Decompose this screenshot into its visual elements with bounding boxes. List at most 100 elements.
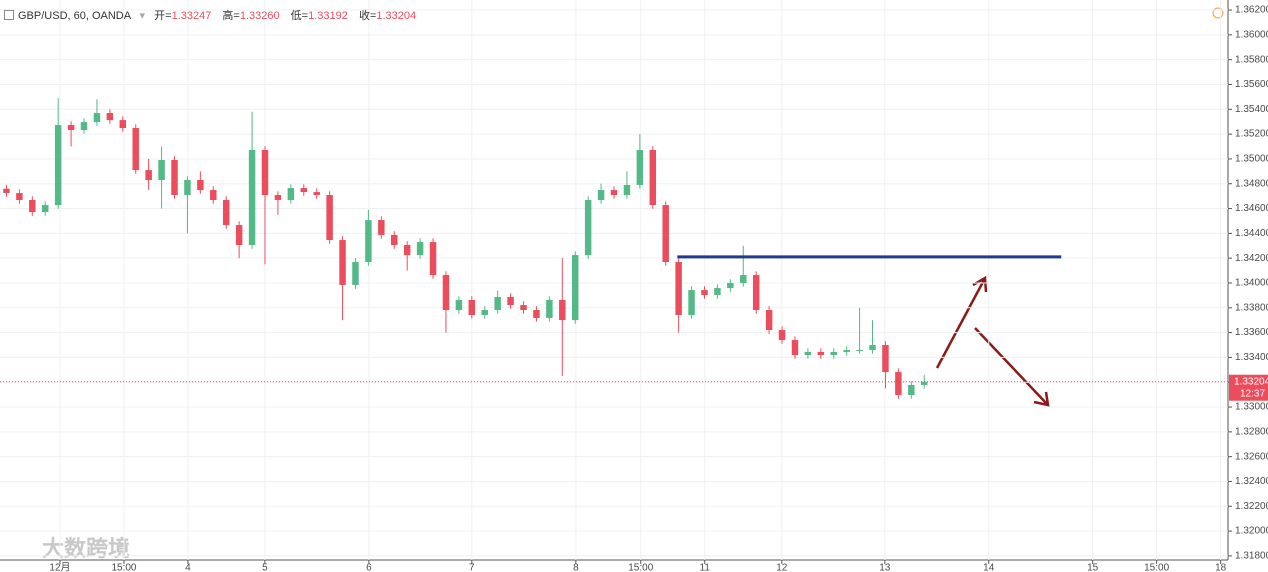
y-tick-label: 1.35800 — [1235, 54, 1268, 65]
arrow-up — [935, 279, 986, 369]
candle-body — [132, 128, 139, 171]
candle-body — [145, 170, 152, 181]
candle-body — [339, 240, 346, 285]
candle-body — [830, 351, 837, 356]
y-tick-label: 1.35000 — [1235, 154, 1268, 165]
candle-body — [688, 290, 695, 315]
watermark: 大数跨境 — [42, 536, 130, 561]
candle-body — [662, 205, 669, 263]
y-tick-label: 1.35600 — [1235, 79, 1268, 90]
candle-body — [636, 149, 644, 185]
candle-body — [3, 188, 10, 194]
ohlc-label: 高= — [222, 10, 240, 22]
candle-body — [210, 190, 217, 200]
y-tick-label: 1.32600 — [1235, 451, 1268, 462]
candle-body — [29, 199, 36, 213]
candle-body — [391, 234, 398, 246]
symbol: GBP/USD, 60, OANDA — [18, 10, 131, 22]
candle-body — [895, 372, 902, 396]
y-tick-label: 1.32000 — [1235, 526, 1268, 537]
candle-body — [571, 255, 579, 321]
ohlc-value: 1.33260 — [239, 10, 280, 22]
candle-body — [610, 190, 618, 196]
collapse-icon[interactable] — [4, 10, 14, 20]
candle-body — [882, 345, 889, 373]
plot — [0, 0, 1228, 560]
y-tick-label: 1.32400 — [1235, 476, 1268, 487]
candle-body — [520, 305, 527, 311]
candle-body — [817, 351, 825, 356]
ohlc-value: 1.33204 — [376, 10, 417, 22]
y-tick-label: 1.32200 — [1235, 501, 1268, 512]
candle-body — [184, 180, 191, 196]
y-tick-label: 1.33600 — [1235, 327, 1268, 338]
candle-body — [727, 282, 734, 289]
candle-body — [403, 245, 411, 256]
candle-body — [197, 180, 204, 191]
candle-body — [313, 192, 320, 196]
candle-body — [481, 310, 488, 315]
x-tick-label: 6 — [366, 563, 372, 572]
arrow-down — [974, 327, 1048, 405]
candle-body — [248, 149, 256, 246]
candle-body — [119, 120, 127, 129]
candle-body — [352, 262, 359, 285]
candle-body — [701, 290, 708, 296]
y-tick-label: 1.34600 — [1235, 203, 1268, 214]
x-tick-label: 12 — [776, 563, 788, 572]
candle-body — [171, 160, 178, 196]
candle-body — [843, 349, 850, 352]
candle-body — [80, 122, 88, 131]
y-tick-label: 1.33000 — [1235, 402, 1268, 413]
candle-body — [274, 195, 282, 200]
candle-body — [429, 242, 437, 276]
candle-body — [67, 125, 75, 131]
candle-body — [869, 345, 876, 350]
candle-body — [533, 310, 540, 318]
y-tick-label: 1.34400 — [1235, 228, 1268, 239]
y-tick-label: 1.33400 — [1235, 352, 1268, 363]
candle-body — [455, 299, 463, 311]
candle-body — [791, 340, 799, 356]
candle-body — [675, 262, 682, 315]
candle-body — [106, 113, 114, 121]
candle-body — [222, 199, 230, 226]
x-tick-label: 8 — [573, 563, 579, 572]
candle-body — [714, 288, 721, 296]
x-tick-label: 5 — [262, 563, 268, 572]
x-tick-label: 14 — [983, 563, 995, 572]
candle-body — [287, 188, 295, 200]
candle-body — [54, 125, 62, 206]
x-tick-label: 4 — [185, 563, 191, 572]
candle-body — [778, 329, 786, 341]
countdown-label: 12:37 — [1240, 388, 1265, 399]
candle-body — [507, 296, 514, 306]
candle-body — [261, 149, 269, 196]
candle-body — [42, 205, 49, 213]
x-tick-label: 12月 — [49, 562, 70, 572]
candle-body — [235, 225, 243, 246]
y-tick-label: 1.36200 — [1235, 5, 1268, 16]
candle-body — [93, 113, 101, 123]
candle-body — [559, 299, 566, 321]
dropdown[interactable]: ▾ — [139, 10, 146, 22]
last-price-label: 1.33204 — [1234, 376, 1268, 387]
alert-icon[interactable] — [1212, 7, 1224, 19]
x-tick-label: 15:00 — [111, 563, 136, 572]
y-tick-label: 1.35400 — [1235, 104, 1268, 115]
ohlc-label: 开= — [154, 10, 172, 22]
x-tick-label: 15:00 — [1144, 563, 1169, 572]
y-tick-label: 1.34200 — [1235, 253, 1268, 264]
ohlc-label: 低= — [290, 10, 309, 22]
candle-body — [856, 349, 863, 351]
candle-body — [494, 296, 501, 311]
candle-body — [378, 220, 385, 235]
x-tick-label: 11 — [700, 563, 711, 572]
candle-body — [649, 149, 657, 206]
candle-body — [158, 160, 165, 181]
x-tick-label: 15:00 — [628, 563, 653, 572]
x-tick-label: 15 — [1087, 563, 1099, 572]
candle-body — [752, 275, 760, 311]
candle-body — [623, 184, 631, 196]
